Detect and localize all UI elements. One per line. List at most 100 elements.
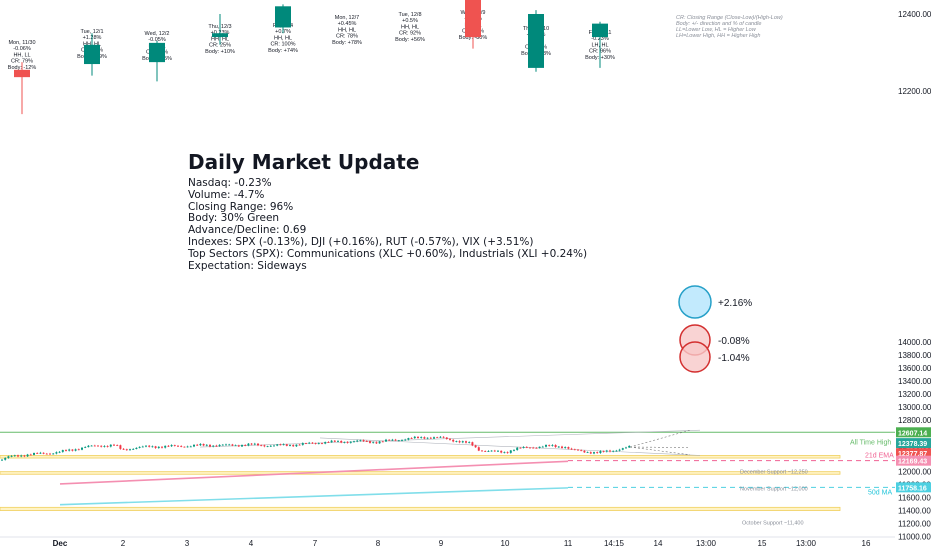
x-tick: 14: [654, 539, 663, 548]
candle: [228, 443, 231, 446]
legend-notes: CR: Closing Range (Close-Low)/(High-Low)…: [676, 15, 783, 39]
price-tag-label: 11758.16: [898, 485, 927, 492]
price-axis[interactable]: 13000.0012800.0012600.0012400.0012200.00…: [896, 0, 932, 542]
candle-body: [596, 452, 599, 453]
candle: [10, 455, 13, 458]
candle: [449, 438, 451, 441]
x-tick: 11: [564, 539, 573, 548]
summary-text: Mon, 11/30: [8, 40, 35, 46]
price-tag: [896, 482, 931, 493]
candle-body: [525, 446, 528, 448]
candle: [170, 444, 173, 447]
candle: [365, 440, 368, 443]
zone-december-support: [0, 455, 841, 459]
candle-body: [397, 440, 400, 442]
legend-note: LH=Lower High, HH = Higher High: [676, 33, 760, 39]
candle: [36, 452, 39, 454]
candle-body: [241, 445, 243, 447]
candle-body: [449, 438, 451, 440]
summary-text: -0.06%: [13, 46, 31, 52]
candle: [353, 440, 355, 443]
target-label: -1.04%: [718, 353, 750, 364]
candle-body: [327, 442, 330, 443]
candle: [212, 445, 215, 448]
x-tick: 8: [376, 539, 381, 548]
candle-body: [151, 446, 154, 448]
candle: [285, 443, 288, 447]
candle: [180, 445, 183, 448]
candle: [548, 444, 551, 447]
candle: [439, 435, 442, 439]
candle-body: [218, 444, 221, 447]
summary-candle-body: [275, 6, 291, 28]
candle: [292, 444, 295, 447]
y-tick: 11000.00: [898, 533, 931, 542]
candle-body: [87, 445, 90, 448]
time-axis[interactable]: Dec 2 3 4 7 8 9 10 11 14:15 14 13:00 15 13:00 16: [0, 536, 895, 548]
candle: [484, 450, 487, 452]
candle-body: [250, 443, 253, 445]
candle: [61, 449, 64, 453]
y-tick: 13600.00: [898, 364, 932, 373]
candle: [26, 453, 29, 458]
candle-body: [308, 442, 311, 444]
candle-body: [10, 455, 13, 457]
candle-body: [394, 439, 397, 441]
candle: [369, 440, 371, 444]
candle-body: [381, 441, 384, 443]
candle: [122, 447, 125, 451]
candle-body: [225, 444, 227, 446]
candle: [349, 441, 352, 444]
candle: [321, 442, 323, 445]
legend-note: LL=Lower Low, HL = Higher Low: [676, 27, 757, 33]
candle-body: [564, 447, 567, 448]
candle: [52, 453, 55, 455]
candle-body: [369, 441, 371, 443]
trendline-lower: [319, 437, 701, 456]
candle-body: [129, 449, 131, 451]
candle: [461, 440, 464, 444]
candle: [218, 444, 221, 447]
candle-body: [413, 436, 416, 439]
candle: [394, 438, 397, 442]
candle-body: [324, 442, 327, 444]
candle-body: [145, 445, 147, 447]
candle: [317, 442, 320, 445]
candle: [17, 454, 19, 458]
ema-21-line: [59, 460, 569, 485]
candle: [260, 444, 263, 447]
candle: [378, 440, 381, 444]
candle: [106, 445, 109, 448]
candle: [253, 442, 256, 446]
candle: [23, 454, 26, 458]
candle: [554, 444, 557, 448]
candle: [273, 444, 275, 447]
candle: [333, 440, 336, 443]
candle: [33, 452, 35, 456]
candle-body: [234, 445, 237, 447]
candle-body: [61, 450, 64, 452]
candle: [132, 448, 135, 450]
summary-text: HH, HL: [401, 24, 419, 30]
label-november-support: November Support ~12,000: [740, 486, 808, 492]
candle-body: [445, 437, 448, 439]
candle: [65, 449, 67, 452]
target-circle: [679, 341, 711, 373]
candle-body: [423, 437, 426, 439]
x-tick: 4: [249, 539, 254, 548]
candle-body: [135, 447, 138, 449]
y-tick: 13800.00: [898, 351, 932, 360]
candle: [308, 441, 311, 445]
candle-body: [461, 441, 464, 443]
y-tick-top: 12400.00: [898, 10, 932, 19]
candle: [561, 445, 563, 449]
candle: [244, 444, 247, 447]
candle-body: [362, 440, 365, 442]
candle: [481, 450, 483, 452]
candle-body: [81, 447, 83, 450]
candle-body: [378, 441, 381, 444]
summary-text: HH, HL: [338, 27, 356, 33]
candle: [628, 445, 631, 448]
candle: [77, 448, 80, 451]
